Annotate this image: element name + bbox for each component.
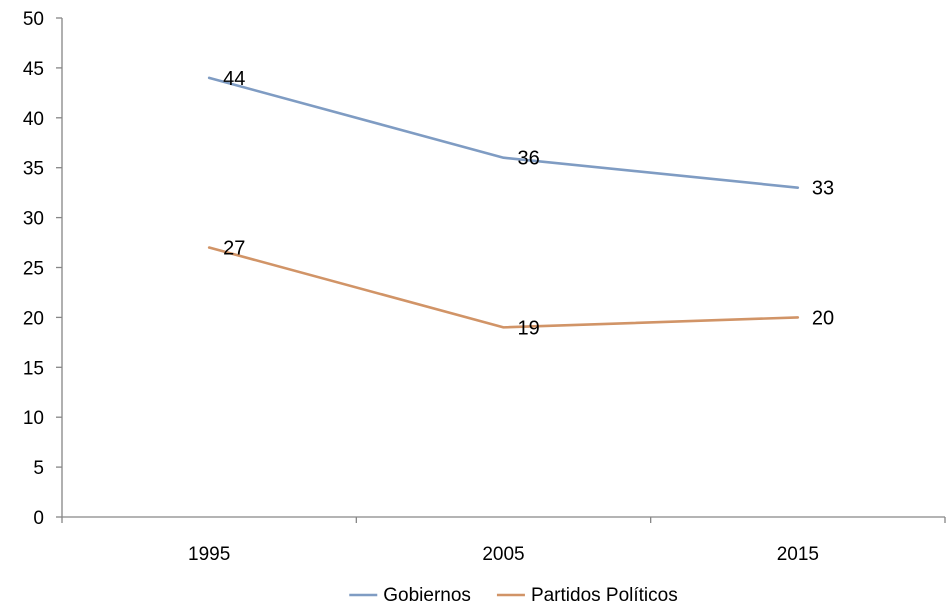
x-tick-label: 1995 <box>188 544 230 565</box>
y-tick-label: 10 <box>23 408 44 429</box>
axes: 0 5 10 15 20 25 30 35 40 45 50 1995 2005 2015 <box>23 9 946 565</box>
x-tick-label: 2015 <box>777 544 819 565</box>
data-labels: 44 36 33 27 19 20 <box>223 68 834 340</box>
data-label: 44 <box>223 68 245 90</box>
legend-label: Gobiernos <box>383 585 471 606</box>
x-tick-label: 2005 <box>482 544 524 565</box>
y-tick-label: 15 <box>23 358 44 379</box>
y-tick-label: 25 <box>23 259 44 280</box>
data-label: 33 <box>812 178 834 200</box>
y-tick-label: 5 <box>33 458 44 479</box>
y-tick-label: 45 <box>23 59 44 80</box>
data-label: 36 <box>518 148 540 170</box>
data-label: 20 <box>812 307 834 329</box>
legend: Gobiernos Partidos Políticos <box>349 585 678 606</box>
series-line-2 <box>207 246 800 329</box>
y-tick-label: 35 <box>23 159 44 180</box>
y-tick-label: 20 <box>23 308 44 329</box>
series-line-1 <box>207 76 800 189</box>
data-label: 27 <box>223 238 245 260</box>
series-layer <box>207 76 800 329</box>
data-label: 19 <box>518 317 540 339</box>
y-tick-label: 50 <box>23 9 44 30</box>
legend-item-2: Partidos Políticos <box>496 585 678 606</box>
y-tick-label: 0 <box>33 508 44 529</box>
y-tick-label: 40 <box>23 109 44 130</box>
legend-item-1: Gobiernos <box>349 585 471 606</box>
legend-label: Partidos Políticos <box>531 585 678 606</box>
y-tick-label: 30 <box>23 209 44 230</box>
